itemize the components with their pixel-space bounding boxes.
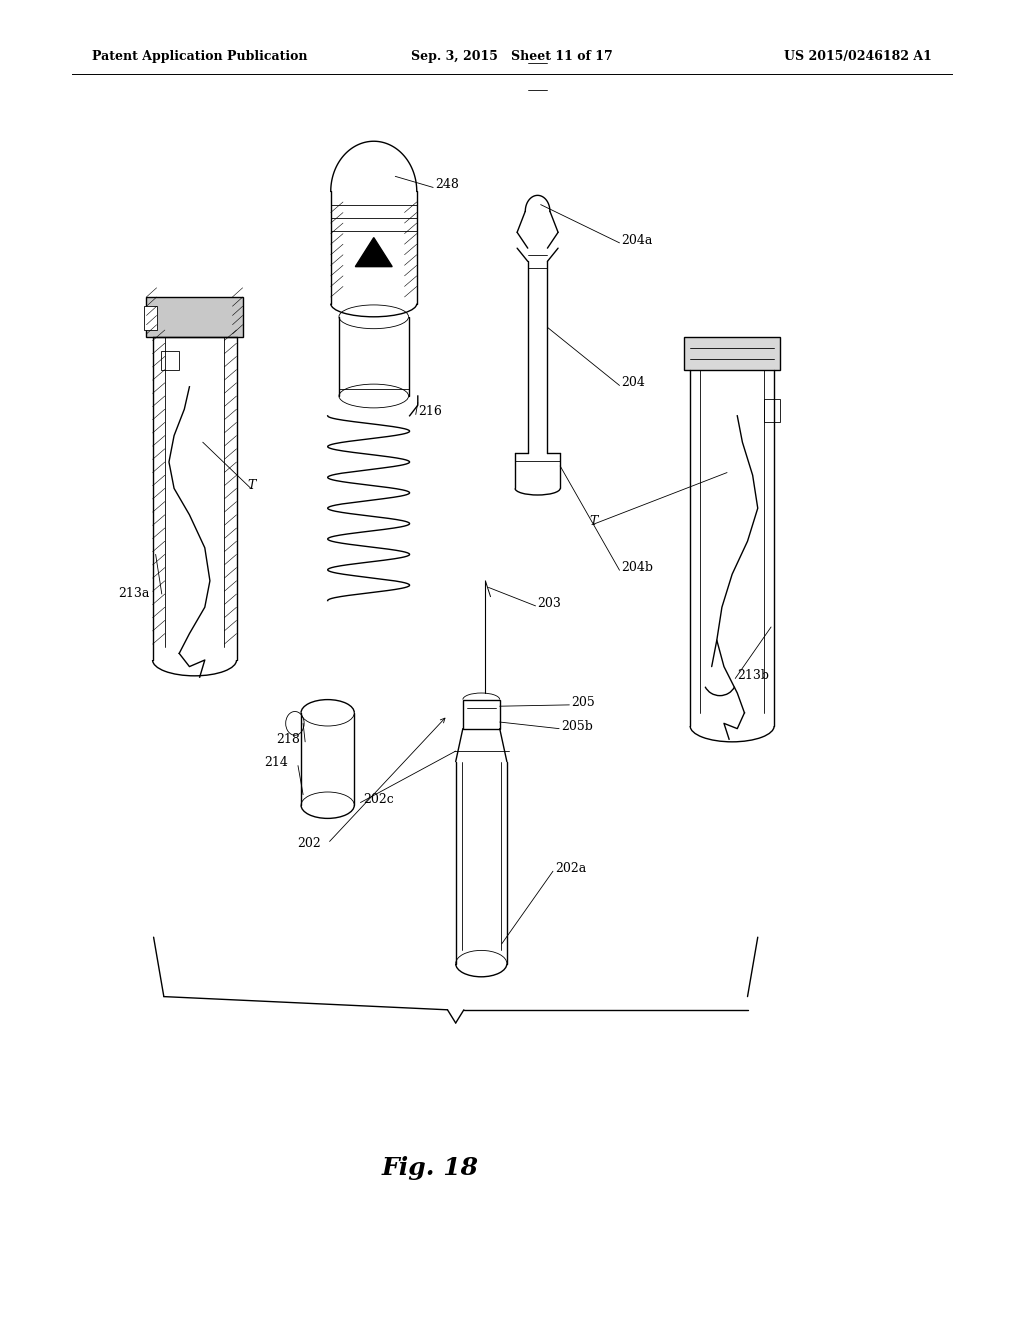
Text: 214: 214	[264, 756, 288, 770]
Text: T: T	[248, 479, 256, 492]
Text: 248: 248	[435, 178, 459, 191]
Text: 213a: 213a	[118, 587, 150, 601]
Text: 216: 216	[418, 405, 441, 418]
Polygon shape	[355, 238, 392, 267]
Text: 202c: 202c	[364, 793, 394, 807]
Text: 204a: 204a	[622, 234, 653, 247]
Text: 202a: 202a	[555, 862, 587, 875]
Bar	[144, 306, 157, 330]
Text: 205b: 205b	[561, 719, 593, 733]
Text: 202: 202	[297, 837, 321, 850]
Text: 204b: 204b	[622, 561, 653, 574]
Bar	[764, 399, 780, 422]
Text: T: T	[590, 515, 598, 528]
Text: Patent Application Publication: Patent Application Publication	[92, 50, 307, 63]
Text: 203: 203	[538, 597, 561, 610]
Bar	[463, 700, 500, 729]
Text: 218: 218	[276, 733, 300, 746]
Bar	[146, 297, 243, 337]
Text: Fig. 18: Fig. 18	[382, 1156, 478, 1180]
Bar	[161, 351, 179, 370]
Text: Sep. 3, 2015   Sheet 11 of 17: Sep. 3, 2015 Sheet 11 of 17	[411, 50, 613, 63]
Bar	[684, 337, 780, 370]
Text: 204: 204	[622, 376, 645, 389]
Text: 205: 205	[571, 696, 595, 709]
Text: US 2015/0246182 A1: US 2015/0246182 A1	[784, 50, 932, 63]
Text: 213b: 213b	[737, 669, 769, 682]
